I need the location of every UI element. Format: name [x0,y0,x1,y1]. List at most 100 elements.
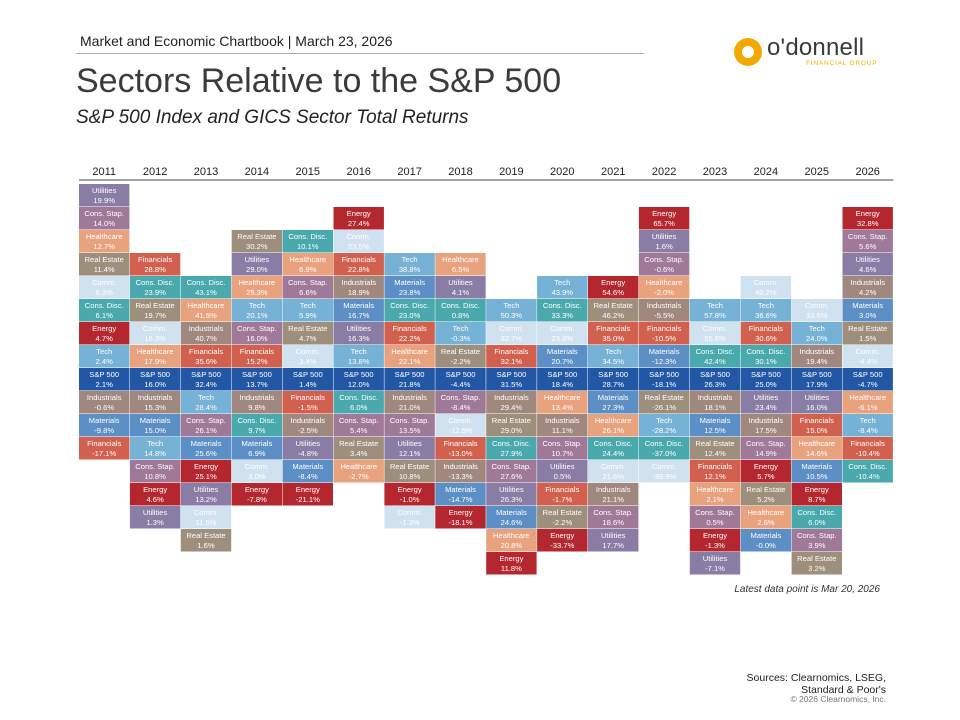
cell-bg [791,322,842,345]
cell-value-label: 27.6% [501,472,523,481]
cell-bg [333,276,384,299]
cell-sector-label: Utilities [703,554,728,563]
cell-bg [231,368,283,391]
cell-value-label: -0.3% [451,334,471,343]
cell-sector-label: Tech [809,324,825,333]
cell-bg [638,253,690,276]
cell-value-label: 16.7% [348,311,370,320]
cell-bg [537,299,588,322]
cell-sector-label: Healthcare [239,278,276,287]
cell-sector-label: S&P 500 [89,370,119,379]
cell-sector-label: Real Estate [135,301,174,310]
cell-sector-label: Real Estate [543,508,582,517]
cell-2022-materials: Materials-12.3% [638,345,690,368]
cell-value-label: -12.5% [448,426,472,435]
cell-bg [129,483,181,506]
cell-sector-label: Cons. Disc. [390,301,429,310]
cell-bg [842,437,893,460]
cell-bg [588,414,639,437]
cell-sector-label: Materials [547,347,578,356]
cell-bg [588,391,639,414]
cell-bg [689,552,741,575]
cell-sector-label: Real Estate [695,439,734,448]
cell-value-label: 2.1% [96,380,114,389]
cell-value-label: 25.3% [246,288,268,297]
cell-bg [129,345,181,368]
cell-value-label: -0.6% [94,403,114,412]
cell-2016-cons-disc: Cons. Disc.6.0% [333,391,384,414]
cell-bg [282,230,333,253]
cell-value-label: -2.2% [552,518,572,527]
cell-value-label: 21.8% [399,380,421,389]
cell-sector-label: Materials [89,416,120,425]
cell-bg [435,299,486,322]
cell-2021-cons-disc: Cons. Disc.24.4% [588,437,639,460]
cell-2024-cons-disc: Cons. Disc.30.1% [740,345,792,368]
cell-value-label: 24.0% [806,334,828,343]
cell-sector-label: Energy [347,209,371,218]
cell-sector-label: Utilities [601,531,626,540]
year-label-2011: 2011 [92,166,116,178]
cell-bg [79,322,130,345]
cell-2023-utilities: Utilities-7.1% [689,552,741,575]
cell-bg [333,368,384,391]
year-label-2017: 2017 [397,166,421,178]
cell-value-label: 1.4% [299,380,317,389]
cell-2023-cons-stap: Cons. Stap.0.5% [689,506,741,529]
cell-bg [486,322,537,345]
cell-2014-cons-disc: Cons. Disc.9.7% [231,414,283,437]
cell-sector-label: Comm. [754,278,778,287]
cell-bg [231,322,283,345]
cell-value-label: -28.2% [652,426,676,435]
cell-2015-financials: Financials-1.5% [282,391,333,414]
cell-sector-label: Financials [647,324,681,333]
cell-2014-energy: Energy-7.8% [231,483,283,506]
cell-value-label: -39.9% [652,472,676,481]
year-label-2019: 2019 [499,166,523,178]
cell-sector-label: Real Estate [594,301,633,310]
cell-value-label: 43.9% [552,288,574,297]
cell-bg [333,345,384,368]
cell-value-label: 19.9% [93,196,115,205]
cell-sector-label: Energy [856,209,880,218]
cell-bg [689,414,741,437]
cell-bg [435,391,486,414]
cell-bg [842,230,893,253]
cell-sector-label: S&P 500 [446,370,476,379]
cell-2018-cons-stap: Cons. Stap.-8.4% [435,391,486,414]
cell-value-label: 17.9% [144,357,166,366]
cell-2011-industrials: Industrials-0.6% [79,391,130,414]
cell-2012-cons-stap: Cons. Stap.10.8% [129,460,181,483]
cell-value-label: -2.0% [654,288,674,297]
cell-value-label: -8.4% [858,426,878,435]
cell-sector-label: Real Estate [644,393,683,402]
cell-sector-label: Tech [758,301,774,310]
cell-sector-label: Cons. Stap. [797,531,837,540]
cell-value-label: -9.8% [94,426,114,435]
cell-value-label: 17.7% [602,541,624,550]
cell-bg [282,368,333,391]
cell-sector-label: Cons. Disc. [288,232,327,241]
cell-sector-label: Tech [707,301,723,310]
cell-bg [129,391,181,414]
cell-bg [638,345,690,368]
cell-sector-label: Materials [191,439,222,448]
cell-sector-label: Materials [852,301,883,310]
